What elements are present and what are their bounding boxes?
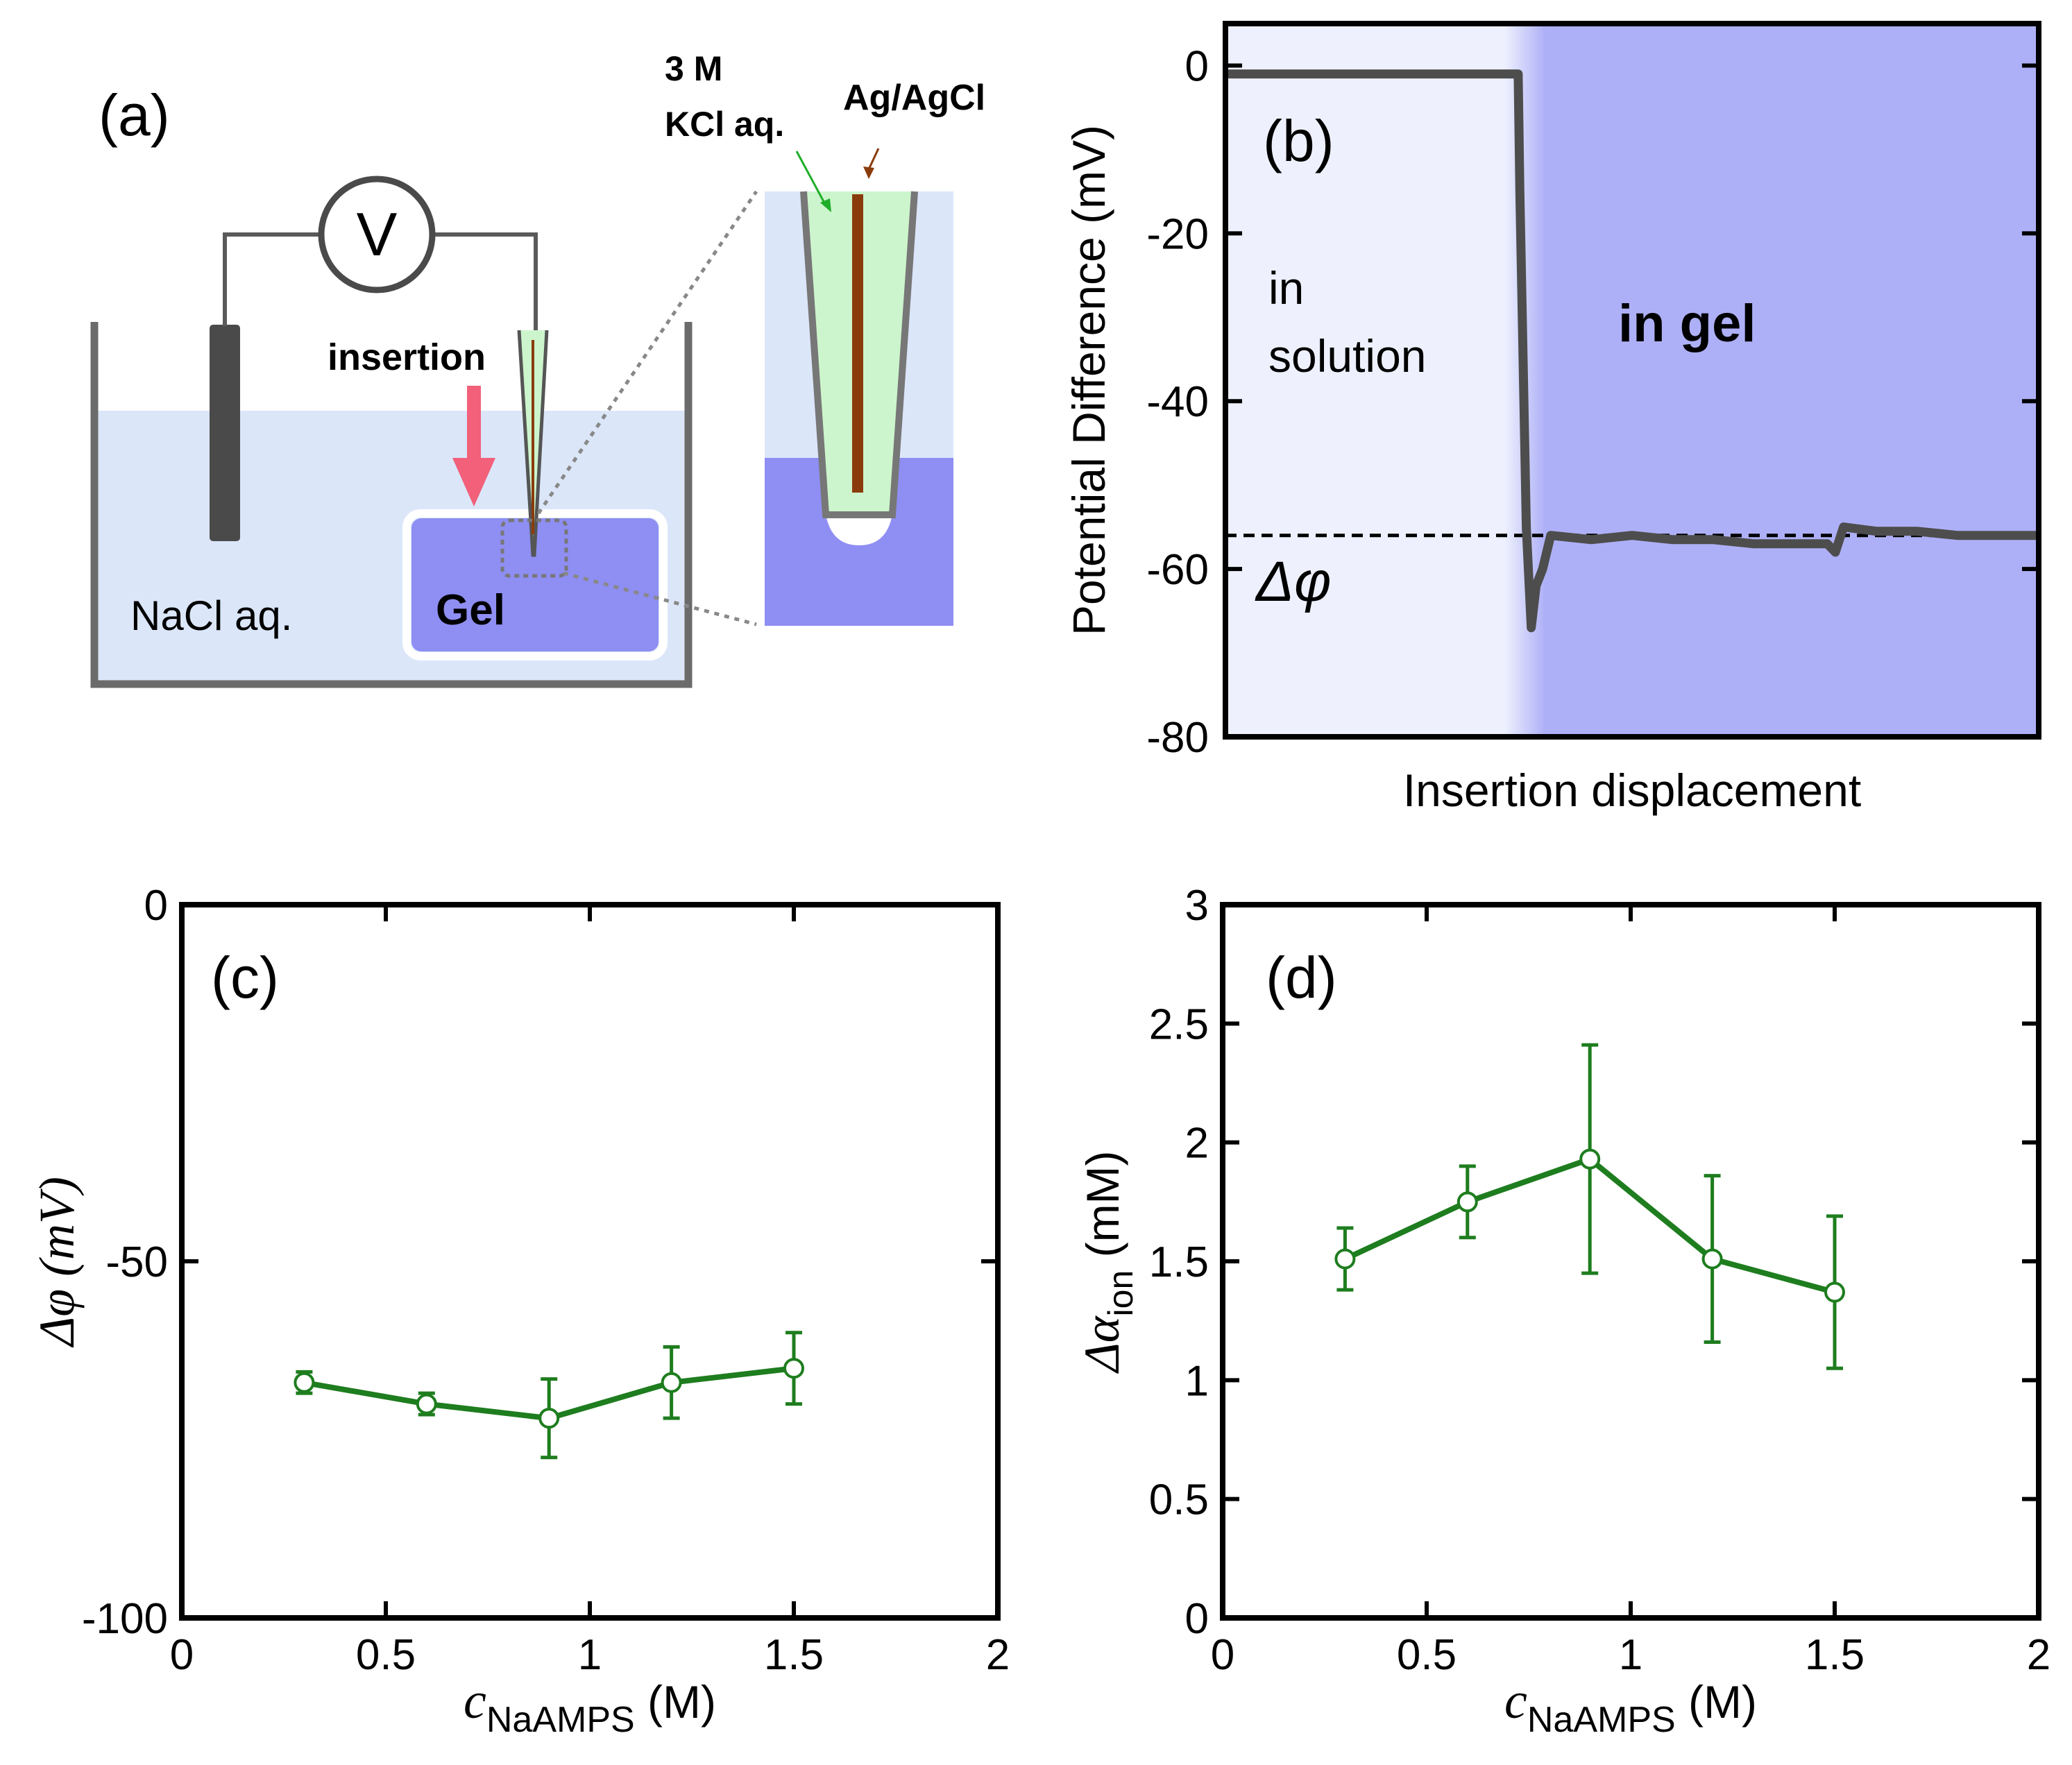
panel-d-ytick-label: 0.5 [1149,1476,1209,1524]
panel-c-data-point [783,1358,804,1379]
panel-d-xtick-label: 2 [2027,1631,2050,1679]
region-gel-label: in gel [1618,294,1756,353]
wire-right [432,232,538,330]
potential-trace [1225,69,2039,633]
panel-d-ytick-label: 1 [1185,1357,1209,1405]
panel-d-data-point [1334,1248,1356,1270]
zoom-region [500,518,568,578]
xlabel-subscript: NaAMPS [486,1700,635,1740]
panel-d-frame [1220,902,2041,1621]
panel-c-xtick-label: 1.5 [764,1631,824,1679]
panel-d-xtick-label: 0 [1211,1631,1234,1679]
panel-d-ylabel: Δαion (mM) [1074,1150,1140,1374]
region-solution-line2: solution [1268,330,1427,382]
panel-d-data-point [1701,1248,1723,1270]
solution-label: NaCl aq. [130,592,292,639]
panel-d-xtick-label: 1.5 [1805,1631,1865,1679]
panel-c-data-point [538,1408,560,1429]
inset-agcl-wire [852,194,863,493]
wire-left [223,232,321,326]
ylabel-unit: (mM) [1077,1150,1128,1270]
panel-a: (a) V Gel NaCl aq. insertion [90,49,985,688]
panel-c: 0 0.5 1 1.5 2 0 -50 -100 (c) Δφ (mV) cNaAMPS (M… [29,882,1010,1740]
panel-c-xtick-label: 2 [986,1631,1010,1679]
panel-c-data-point [661,1372,682,1393]
panel-d-ytick-label: 3 [1185,882,1209,930]
panel-c-ytick-label: 0 [144,882,168,930]
micro-electrode [517,330,549,557]
kcl-label-line2: KCl aq. [665,105,784,144]
inset-glass [800,191,918,518]
insertion-arrow-icon [452,458,495,506]
panel-c-xlabel: cNaAMPS (M) [464,1673,716,1740]
zoom-guide-top [536,190,758,515]
voltmeter-icon [318,176,436,293]
panel-c-data-point [294,1372,315,1393]
ylabel-subscript: ion [1101,1270,1140,1317]
beaker [90,322,693,688]
panel-b-ylabel: Potential Difference (mV) [1063,125,1114,636]
xlabel-variable: c [464,1673,486,1730]
panel-c-xtick-label: 0.5 [356,1631,416,1679]
insertion-label: insertion [328,336,486,378]
reference-electrode [210,325,240,541]
ylabel-variable: Δα [1074,1315,1130,1374]
panel-d-ytick-label: 2.5 [1149,1000,1209,1048]
zoom-guide-bottom [563,571,757,626]
panel-c-data-point [416,1393,437,1415]
panel-c-label: (c) [211,945,279,1010]
panel-d: 0 0.5 1 1.5 2 0 0.5 1 1.5 2 2.5 3 (d) Δαion (mM) cN… [1074,882,2050,1740]
voltmeter-symbol: V [357,200,398,268]
electrode-pointer-head [863,167,874,179]
insertion-arrow-shaft [467,386,481,459]
panel-a-label: (a) [99,83,170,148]
panel-c-ytick-label: -100 [82,1595,168,1643]
panel-b-ytick-label: -20 [1146,210,1209,258]
electrode-pointer [867,148,880,170]
panel-b-label: (b) [1263,108,1334,173]
panel-b-ytick-label: -80 [1146,714,1209,762]
ylabel-text: Δφ (mV) [29,1177,85,1348]
panel-d-ytick-label: 2 [1185,1120,1209,1168]
xlabel-variable: c [1504,1673,1527,1730]
delta-phi-label: Δφ [1255,550,1332,613]
panel-b-background [1225,24,2039,737]
kcl-pointer-head [820,198,831,212]
panel-b-ytick-label: -60 [1146,546,1209,594]
panel-b: 0-20-40-60-80 (b) in solution in gel Δφ … [1063,21,2041,816]
panel-d-data-point [1579,1148,1601,1170]
panel-d-data-point [1824,1281,1845,1303]
gel-label: Gel [436,586,505,634]
kcl-label-line1: 3 M [665,49,722,88]
panel-c-ytick-label: -50 [105,1238,168,1286]
gel-block [411,518,659,651]
panel-c-ylabel: Δφ (mV) [29,1177,85,1348]
panel-b-frame [1223,21,2041,740]
xlabel-unit: (M) [1676,1676,1757,1728]
panel-d-xtick-label: 0.5 [1397,1631,1457,1679]
panel-b-ytick-label: 0 [1185,42,1209,90]
panel-d-ytick-label: 0 [1185,1595,1209,1643]
panel-c-xtick-label: 1 [578,1631,602,1679]
xlabel-unit: (M) [635,1676,716,1728]
electrode-label: Ag/AgCl [843,78,985,118]
panel-b-ytick-label: -40 [1146,378,1209,426]
magnified-inset [765,191,953,626]
panel-d-xtick-label: 1 [1619,1631,1642,1679]
inset-gel [765,458,953,626]
panel-c-xtick-label: 0 [170,1631,194,1679]
panel-d-ytick-label: 1.5 [1149,1238,1209,1286]
kcl-pointer [795,151,827,206]
panel-c-frame [179,902,1001,1621]
xlabel-subscript: NaAMPS [1527,1700,1676,1740]
region-solution-line1: in [1268,262,1304,314]
panel-d-label: (d) [1266,945,1337,1010]
panel-b-xlabel: Insertion displacement [1403,765,1861,816]
panel-d-xlabel: cNaAMPS (M) [1504,1673,1757,1740]
panel-d-data-point [1457,1191,1478,1213]
